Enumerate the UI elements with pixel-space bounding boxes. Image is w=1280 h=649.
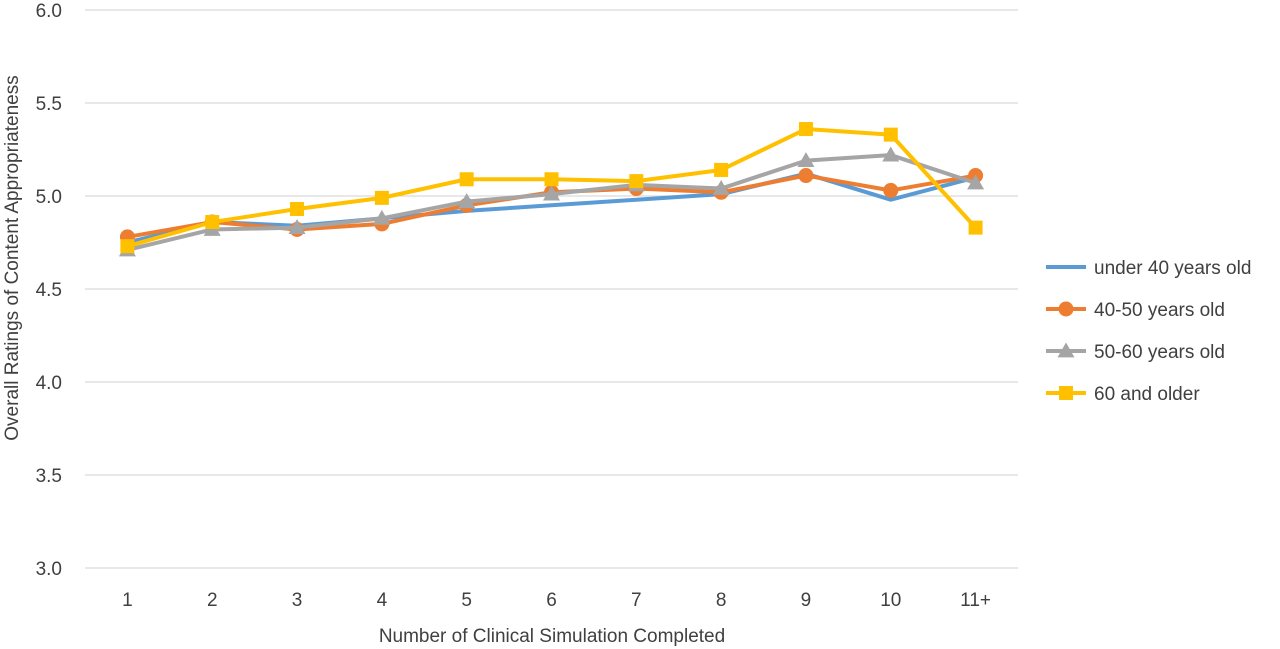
data-point <box>629 174 644 189</box>
x-tick-label: 9 <box>801 590 812 611</box>
y-tick-label: 4.5 <box>36 280 62 301</box>
x-tick-label: 11+ <box>960 590 991 611</box>
y-tick-label: 3.0 <box>36 559 62 580</box>
data-point <box>968 220 983 235</box>
legend-marker <box>1057 342 1075 358</box>
data-point <box>543 185 560 201</box>
data-point <box>714 162 729 177</box>
gridlines <box>85 9 1018 569</box>
series-lines <box>118 122 985 257</box>
x-tick-label: 5 <box>461 590 472 611</box>
y-tick-label: 5.5 <box>36 94 62 115</box>
data-point <box>967 174 985 190</box>
x-tick-label: 2 <box>207 590 218 611</box>
y-tick-label: 4.0 <box>36 373 62 394</box>
legend-marker <box>1058 301 1074 317</box>
data-point <box>205 215 220 230</box>
data-point <box>458 193 476 208</box>
x-tick-label: 1 <box>122 590 133 611</box>
data-point <box>797 152 815 168</box>
x-axis-ticks: 1 2 3 4 5 6 7 8 9 10 11+ <box>122 590 991 611</box>
series-3 <box>118 146 985 257</box>
data-point <box>798 122 813 137</box>
data-point <box>120 239 135 254</box>
data-point <box>544 172 559 187</box>
data-point <box>373 209 391 225</box>
x-tick-label: 4 <box>377 590 388 611</box>
series-4 <box>120 122 983 254</box>
series-line <box>125 153 978 252</box>
data-point <box>882 146 900 162</box>
x-tick-label: 10 <box>880 590 901 611</box>
data-point <box>883 182 899 198</box>
data-point <box>798 168 814 184</box>
legend-item: 60 and older <box>1046 384 1200 405</box>
legend-label: 60 and older <box>1094 384 1200 405</box>
data-point <box>374 190 389 205</box>
legend-item: 40-50 years old <box>1046 300 1225 321</box>
x-axis-label: Number of Clinical Simulation Completed <box>379 626 725 647</box>
legend-label: under 40 years old <box>1094 258 1251 279</box>
x-tick-label: 8 <box>716 590 727 611</box>
y-tick-label: 5.0 <box>36 187 62 208</box>
data-point <box>290 202 305 217</box>
data-point <box>459 172 474 187</box>
legend-item: 50-60 years old <box>1046 342 1225 363</box>
y-tick-label: 6.0 <box>36 1 62 22</box>
x-tick-label: 6 <box>546 590 557 611</box>
legend-label: 40-50 years old <box>1094 300 1225 321</box>
data-point <box>883 127 898 142</box>
y-axis-label: Overall Ratings of Content Appropriatene… <box>2 75 23 440</box>
x-tick-label: 3 <box>292 590 303 611</box>
legend-item: under 40 years old <box>1046 258 1251 279</box>
x-tick-label: 7 <box>631 590 642 611</box>
data-point <box>288 219 306 234</box>
y-tick-label: 3.5 <box>36 466 62 487</box>
data-point <box>712 180 730 195</box>
y-axis-ticks: 3.0 3.5 4.0 4.5 5.0 5.5 6.0 <box>36 1 62 580</box>
legend-label: 50-60 years old <box>1094 342 1225 363</box>
legend: under 40 years old 40-50 years old 50-60 y… <box>1046 258 1251 405</box>
legend-marker <box>1059 386 1073 400</box>
